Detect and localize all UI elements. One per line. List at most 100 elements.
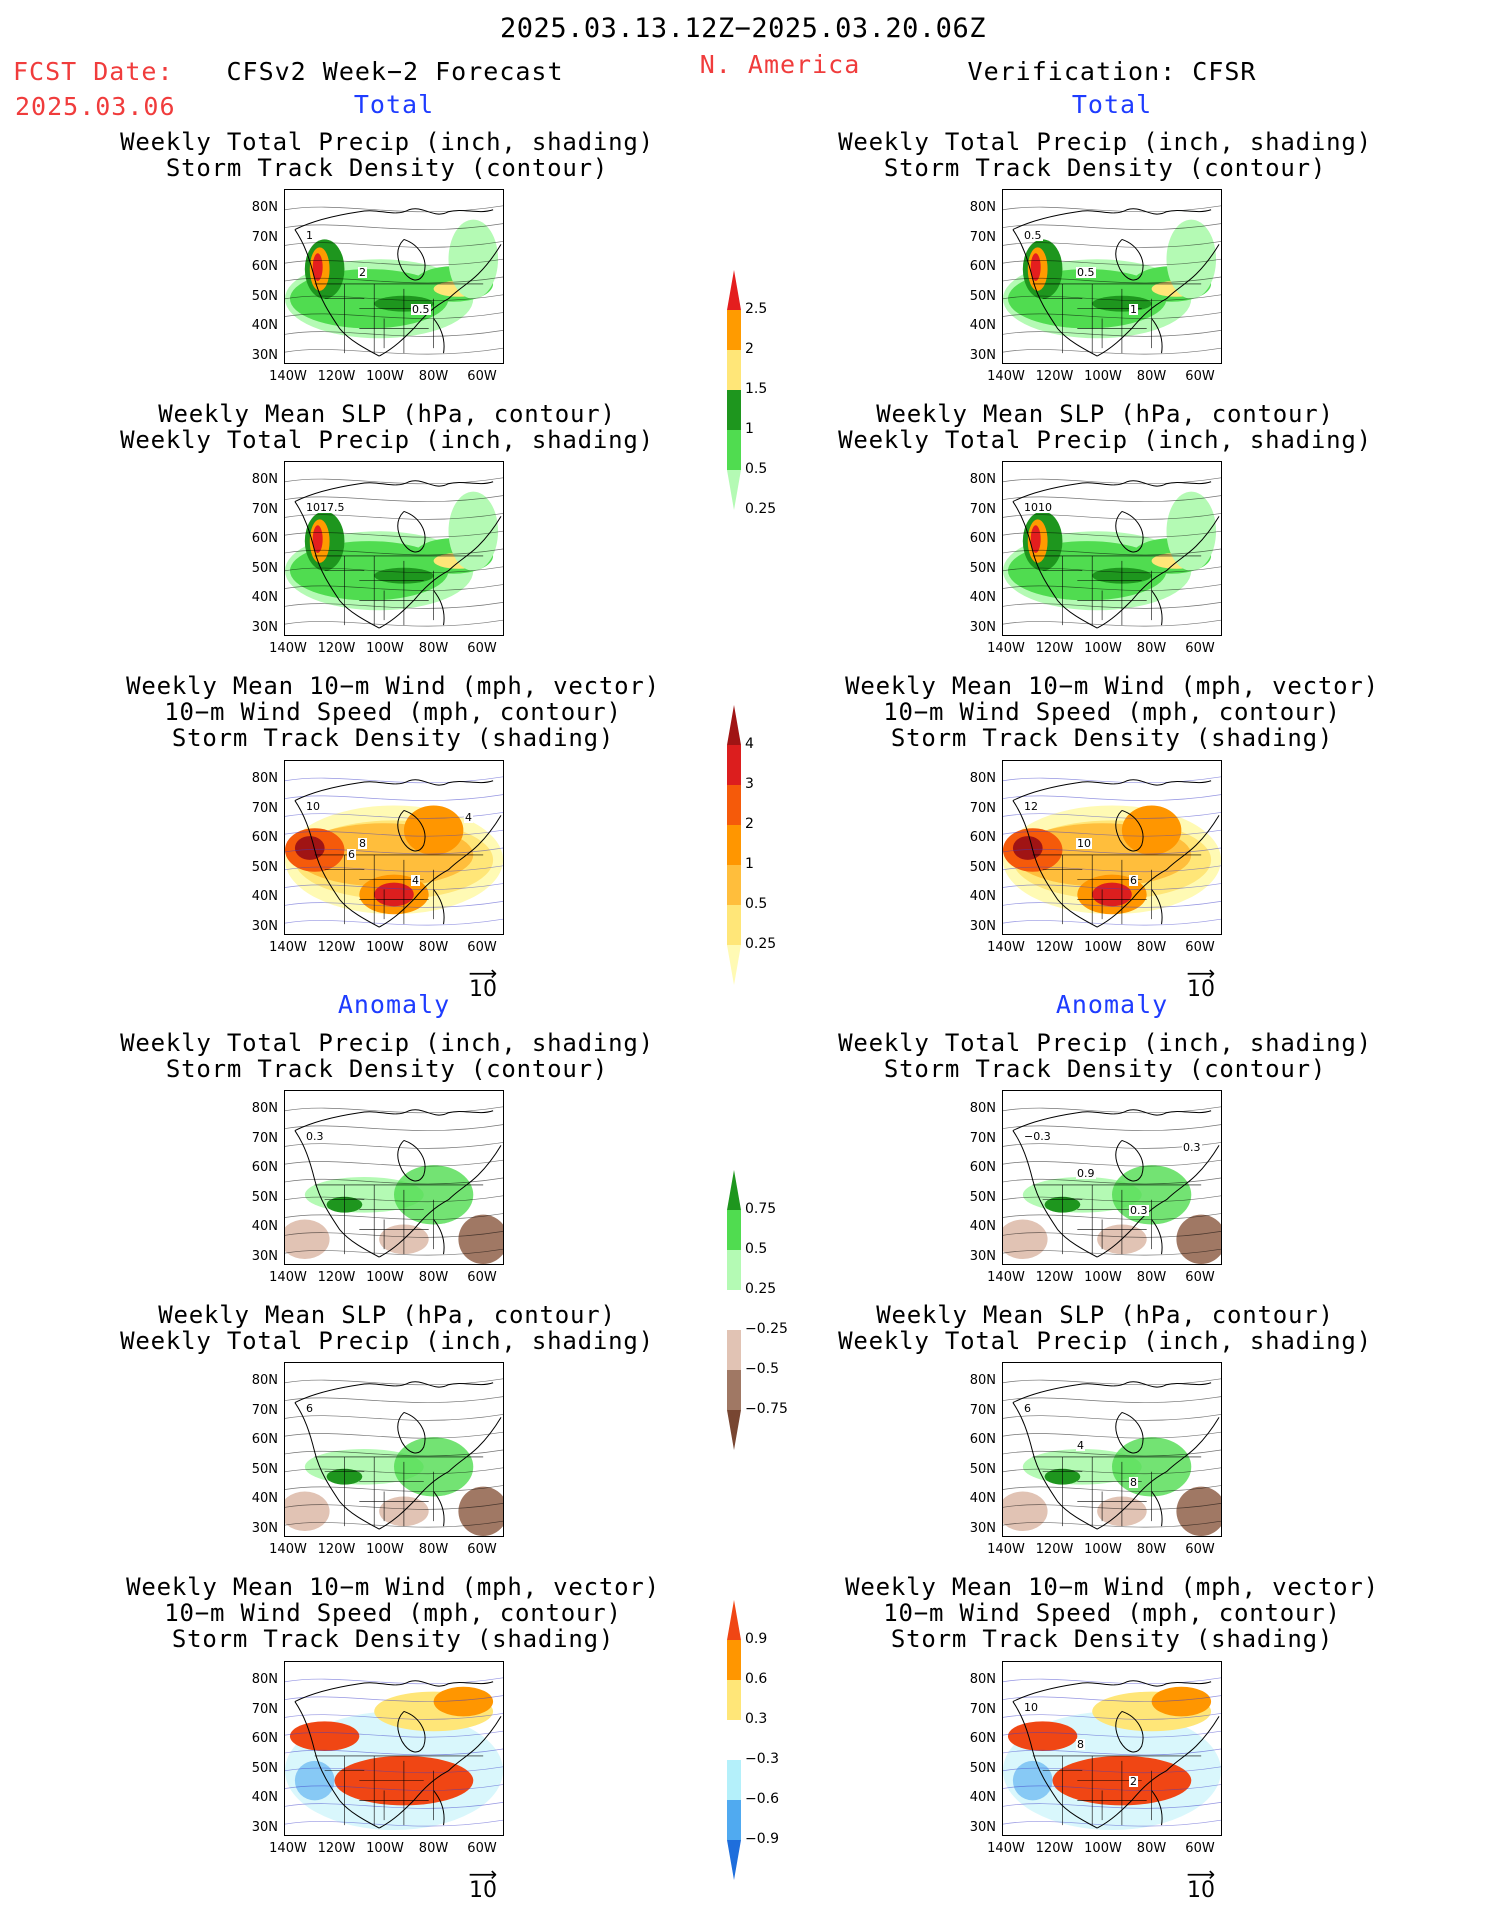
- contour-label: 0.3: [305, 1130, 325, 1143]
- colorbar-swatch: [727, 390, 741, 430]
- lon-label: 140W: [269, 1841, 307, 1856]
- colorbar-label: 0.9: [745, 1631, 768, 1647]
- colorbar-label: 0.6: [745, 1671, 768, 1687]
- lon-label: 60W: [1185, 940, 1215, 955]
- colorbar-label: −0.25: [745, 1321, 788, 1337]
- lat-label: 80N: [969, 200, 996, 215]
- contour-label: 6: [347, 848, 356, 861]
- map-panel-v-wind-anom: 10 8 2: [1002, 1661, 1222, 1836]
- colorbar-label: 1: [745, 856, 754, 872]
- lat-label: 70N: [251, 229, 278, 245]
- lat-label: 30N: [251, 1520, 278, 1536]
- colorbar-swatch: [727, 1330, 741, 1370]
- lon-label: 120W: [1035, 1270, 1074, 1285]
- lat-label: 30N: [251, 347, 278, 363]
- colorbar-label: 0.25: [745, 501, 777, 517]
- lat-label: 80N: [251, 1101, 278, 1116]
- lon-label: 120W: [1035, 641, 1074, 656]
- colorbar-precip-total: [727, 270, 741, 510]
- period-title: 2025.03.13.12Z−2025.03.20.06Z: [500, 13, 986, 44]
- lon-label: 120W: [1035, 369, 1074, 384]
- contour-label: 0.3: [1182, 1141, 1202, 1154]
- lat-label: 40N: [969, 1491, 996, 1506]
- lon-label: 80W: [418, 1841, 449, 1856]
- colorbar-label: −0.9: [745, 1831, 779, 1847]
- colorbar-precip-anom: [727, 1170, 741, 1450]
- contour-label: −0.3: [1023, 1130, 1052, 1143]
- lon-label: 60W: [1185, 1542, 1215, 1557]
- section-anomaly-forecast: Anomaly: [337, 990, 451, 1019]
- colorbar-swatch: [727, 270, 741, 310]
- colorbar-label: 1: [745, 421, 754, 437]
- lat-label: 70N: [251, 800, 278, 816]
- lon-label: 80W: [418, 1270, 449, 1285]
- lon-label: 100W: [1084, 369, 1122, 384]
- contour-label: 8: [1076, 1738, 1085, 1751]
- lat-label: 30N: [969, 1520, 996, 1536]
- colorbar-swatch: [727, 430, 741, 470]
- lon-label: 140W: [269, 1542, 307, 1557]
- lon-label: 80W: [1136, 1841, 1167, 1856]
- colorbar-label: −0.5: [745, 1361, 779, 1377]
- colorbar-swatch: [727, 1290, 741, 1330]
- lat-label: 80N: [969, 771, 996, 786]
- lon-label: 60W: [1185, 1270, 1215, 1285]
- contour-label: 1: [1129, 303, 1138, 316]
- title-slp-precip-v2: Weekly Mean SLP (hPa, contour) Weekly Tot…: [838, 1301, 1372, 1355]
- lat-label: 50N: [251, 560, 278, 576]
- lat-label: 40N: [251, 590, 278, 605]
- colorbar-label: 2.5: [745, 301, 768, 317]
- lat-label: 60N: [969, 1731, 996, 1746]
- map-panel-v-precip-anom: −0.3 0.9 0.3 0.3: [1002, 1090, 1222, 1265]
- lon-label: 100W: [1084, 641, 1122, 656]
- colorbar-swatch: [727, 1170, 741, 1210]
- lon-label: 100W: [1084, 1542, 1122, 1557]
- lon-label: 100W: [1084, 1841, 1122, 1856]
- lat-label: 80N: [251, 771, 278, 786]
- colorbar-swatch: [727, 1800, 741, 1840]
- lat-label: 80N: [251, 1373, 278, 1388]
- lat-label: 50N: [969, 1760, 996, 1776]
- colorbar-swatch: [727, 785, 741, 825]
- lon-label: 80W: [1136, 369, 1167, 384]
- lon-label: 120W: [1035, 1841, 1074, 1856]
- colorbar-swatch: [727, 745, 741, 785]
- lat-label: 40N: [251, 889, 278, 904]
- contour-label: 1010: [1023, 501, 1053, 514]
- lon-label: 60W: [467, 1841, 497, 1856]
- lat-label: 50N: [251, 288, 278, 304]
- lat-label: 30N: [969, 1248, 996, 1264]
- lat-label: 70N: [251, 1402, 278, 1418]
- lon-label: 120W: [317, 1270, 356, 1285]
- lat-label: 60N: [969, 1432, 996, 1447]
- lat-label: 60N: [251, 531, 278, 546]
- lat-label: 60N: [251, 1731, 278, 1746]
- lat-label: 70N: [251, 1701, 278, 1717]
- vector-arrow-icon: ⟶: [1186, 961, 1216, 985]
- colorbar-swatch: [727, 1370, 741, 1410]
- region-title: N. America: [699, 50, 861, 79]
- lat-label: 60N: [969, 830, 996, 845]
- title-wind-storm-v1: Weekly Mean 10−m Wind (mph, vector) 10−m …: [845, 672, 1379, 752]
- lon-label: 60W: [467, 1270, 497, 1285]
- lat-label: 50N: [969, 859, 996, 875]
- lon-label: 100W: [1084, 940, 1122, 955]
- lon-label: 140W: [269, 1270, 307, 1285]
- colorbar-label: 0.5: [745, 1241, 768, 1257]
- lat-label: 80N: [969, 472, 996, 487]
- lon-label: 140W: [987, 1841, 1025, 1856]
- contour-label: 8: [358, 837, 367, 850]
- lon-label: 120W: [317, 1841, 356, 1856]
- lon-label: 140W: [987, 1542, 1025, 1557]
- colorbar-label: 4: [745, 736, 754, 752]
- colorbar-swatch: [727, 1600, 741, 1640]
- lon-label: 100W: [366, 1542, 404, 1557]
- contour-label: 2: [1129, 1775, 1138, 1788]
- lon-label: 120W: [1035, 940, 1074, 955]
- lon-label: 60W: [467, 1542, 497, 1557]
- lat-label: 60N: [969, 1160, 996, 1175]
- lon-label: 100W: [1084, 1270, 1122, 1285]
- title-precip-storm-f1: Weekly Total Precip (inch, shading) Storm…: [120, 128, 654, 182]
- title-wind-storm-f2: Weekly Mean 10−m Wind (mph, vector) 10−m …: [126, 1573, 660, 1653]
- lat-label: 50N: [251, 1189, 278, 1205]
